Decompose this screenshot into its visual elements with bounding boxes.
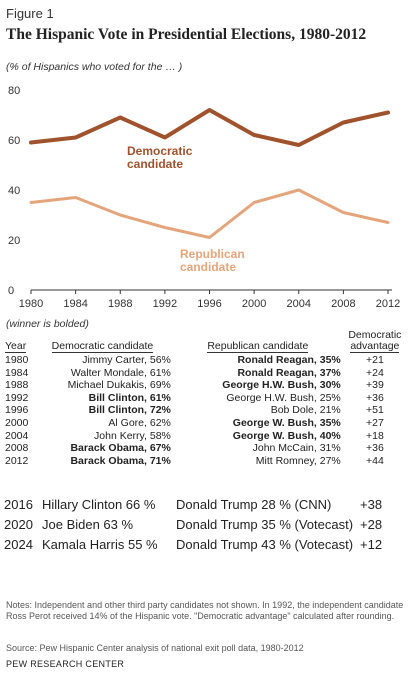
table-row: 2012 Barack Obama, 71% Mitt Romney, 27% +44 xyxy=(3,455,407,468)
y-tick-label: 40 xyxy=(8,185,20,197)
table-header-row: Year Democratic candidate Republican can… xyxy=(3,330,407,354)
cell-dem-candidate: Barack Obama, 71% xyxy=(70,454,171,467)
cell-rep-candidate: George W. Bush, 40% xyxy=(232,429,341,442)
cell-year: 2000 xyxy=(5,416,29,429)
cell-rep-candidate: Ronald Reagan, 35% xyxy=(237,354,341,366)
cell-advantage: +44 xyxy=(365,454,384,467)
y-tick-label: 60 xyxy=(8,135,20,147)
extra-dem-candidate: Kamala Harris 55 % xyxy=(42,537,158,552)
header-dem: Democratic candidate xyxy=(51,340,154,353)
extra-row: 2016 Hillary Clinton 66 % Donald Trump 28 … xyxy=(4,497,406,517)
cell-year: 1984 xyxy=(5,366,29,379)
extra-advantage: +38 xyxy=(360,497,383,512)
chart-title: The Hispanic Vote in Presidential Electi… xyxy=(6,26,367,43)
dem-series-label-line1: Democratic xyxy=(127,144,193,158)
table-row: 2008 Barack Obama, 67% John McCain, 31% +36 xyxy=(3,442,407,455)
extra-year: 2016 xyxy=(4,497,33,512)
cell-dem-candidate: Jimmy Carter, 56% xyxy=(82,354,171,366)
cell-advantage: +24 xyxy=(365,366,384,379)
organization-name: PEW RESEARCH CENTER xyxy=(6,659,125,669)
extra-rep-candidate: Donald Trump 28 % (CNN) xyxy=(176,497,332,512)
extra-advantage: +28 xyxy=(360,517,383,532)
extra-rep-candidate: Donald Trump 43 % (Votecast) xyxy=(176,537,354,552)
x-tick-label: 1996 xyxy=(197,298,221,310)
source: Source: Pew Hispanic Center analysis of … xyxy=(6,643,304,653)
table-row: 1984 Walter Mondale, 61% Ronald Reagan, 37… xyxy=(3,367,407,380)
table-row: 2000 Al Gore, 62% George W. Bush, 35% +27 xyxy=(3,417,407,430)
x-tick-label: 2012 xyxy=(376,298,400,310)
table-row: 1988 Michael Dukakis, 69% George H.W. Bush… xyxy=(3,379,407,392)
y-axis: 0 20 40 60 80 xyxy=(8,85,20,297)
y-tick-label: 0 xyxy=(8,285,14,297)
cell-year: 1996 xyxy=(5,404,29,417)
cell-dem-candidate: Al Gore, 62% xyxy=(108,416,171,429)
cell-year: 1992 xyxy=(5,391,29,404)
cell-dem-candidate: Michael Dukakis, 69% xyxy=(67,379,171,392)
chart-subtitle: (% of Hispanics who voted for the … ) xyxy=(6,61,183,73)
extra-dem-candidate: Hillary Clinton 66 % xyxy=(42,497,156,512)
extra-advantage: +12 xyxy=(360,537,383,552)
results-table: Year Democratic candidate Republican can… xyxy=(3,330,407,467)
cell-advantage: +51 xyxy=(365,404,384,417)
cell-advantage: +27 xyxy=(365,416,384,429)
cell-rep-candidate: Mitt Romney, 27% xyxy=(255,454,341,467)
dem-series-label-line2: candidate xyxy=(127,157,183,171)
cell-dem-candidate: Bill Clinton, 72% xyxy=(88,404,171,417)
table-row: 1992 Bill Clinton, 61% George H.W. Bush, 2… xyxy=(3,392,407,405)
cell-dem-candidate: Walter Mondale, 61% xyxy=(70,366,171,379)
winner-note: (winner is bolded) xyxy=(6,318,89,330)
cell-year: 1988 xyxy=(5,379,29,392)
cell-rep-candidate: Bob Dole, 21% xyxy=(270,404,341,417)
x-tick-label: 1988 xyxy=(108,298,132,310)
x-tick-label: 2004 xyxy=(287,298,311,310)
cell-dem-candidate: Barack Obama, 67% xyxy=(70,442,171,455)
cell-year: 1980 xyxy=(5,354,29,366)
cell-rep-candidate: Ronald Reagan, 37% xyxy=(237,366,341,379)
x-tick-label: 1992 xyxy=(153,298,177,310)
extra-year: 2020 xyxy=(4,517,33,532)
table-row: 1996 Bill Clinton, 72% Bob Dole, 21% +51 xyxy=(3,404,407,417)
rep-series-line xyxy=(29,188,390,239)
y-tick-label: 80 xyxy=(8,85,20,97)
cell-advantage: +39 xyxy=(365,379,384,392)
line-chart: 0 20 40 60 80 1980 1984 1988 1992 1996 2000 2004 20… xyxy=(8,85,400,310)
header-year: Year xyxy=(5,340,27,353)
cell-rep-candidate: George H.W. Bush, 30% xyxy=(222,379,341,392)
cell-year: 2008 xyxy=(5,442,29,455)
cell-dem-candidate: Bill Clinton, 61% xyxy=(88,391,171,404)
cell-advantage: +18 xyxy=(365,429,384,442)
cell-rep-candidate: George W. Bush, 35% xyxy=(232,416,341,429)
cell-year: 2012 xyxy=(5,454,29,467)
series-layer xyxy=(29,108,390,239)
header-rep: Republican candidate xyxy=(207,340,309,353)
x-tick-label: 2000 xyxy=(242,298,266,310)
x-tick-label: 2008 xyxy=(331,298,355,310)
cell-year: 2004 xyxy=(5,429,29,442)
dem-series-line xyxy=(29,108,390,147)
table-row: 2004 John Kerry, 58% George W. Bush, 40% +1… xyxy=(3,430,407,443)
header-advantage: Democratic advantage xyxy=(348,329,402,353)
rep-series-label-line2: candidate xyxy=(180,260,236,274)
x-tick-label: 1980 xyxy=(19,298,43,310)
extra-row: 2024 Kamala Harris 55 % Donald Trump 43 % … xyxy=(4,537,406,557)
y-tick-label: 20 xyxy=(8,235,20,247)
cell-advantage: +36 xyxy=(365,391,384,404)
rep-series-label-line1: Republican xyxy=(180,247,245,261)
x-tick-label: 1984 xyxy=(63,298,87,310)
figure-label: Figure 1 xyxy=(6,6,54,21)
extra-rep-candidate: Donald Trump 35 % (Votecast) xyxy=(176,517,354,532)
cell-rep-candidate: George H.W. Bush, 25% xyxy=(226,391,341,404)
extra-row: 2020 Joe Biden 63 % Donald Trump 35 % (Vot… xyxy=(4,517,406,537)
x-axis: 1980 1984 1988 1992 1996 2000 2004 2008 2012 xyxy=(19,290,400,310)
cell-rep-candidate: John McCain, 31% xyxy=(252,442,341,455)
cell-advantage: +21 xyxy=(365,354,384,366)
cell-advantage: +36 xyxy=(365,442,384,455)
cell-dem-candidate: John Kerry, 58% xyxy=(94,429,171,442)
notes: Notes: Independent and other third party… xyxy=(6,600,404,621)
extra-year: 2024 xyxy=(4,537,33,552)
table-row: 1980 Jimmy Carter, 56% Ronald Reagan, 35% +… xyxy=(3,354,407,367)
extra-dem-candidate: Joe Biden 63 % xyxy=(42,517,134,532)
